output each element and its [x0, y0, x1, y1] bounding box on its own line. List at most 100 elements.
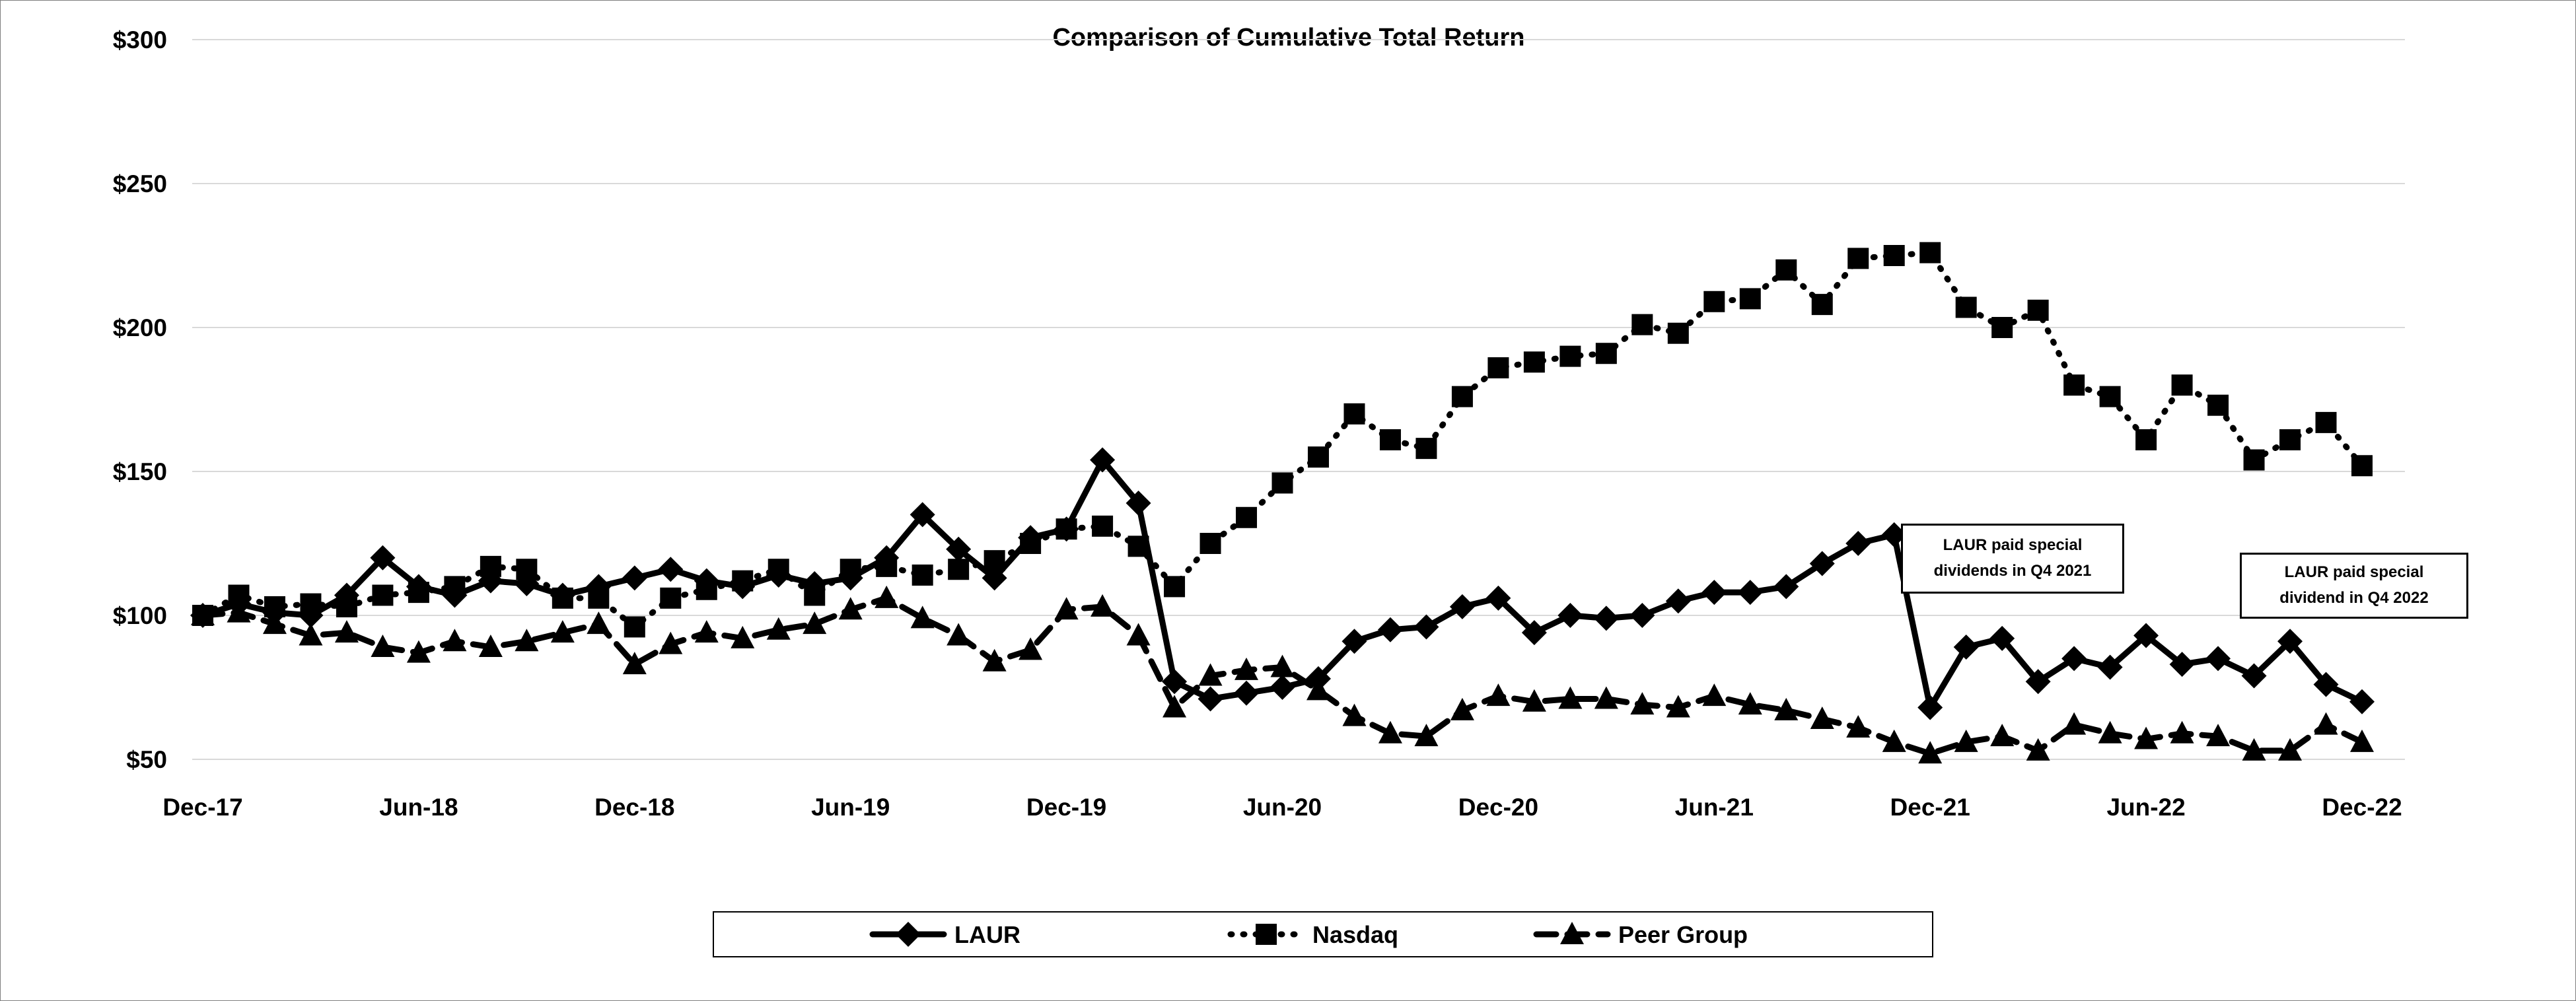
diamond-marker — [2061, 646, 2087, 672]
triangle-marker — [1810, 706, 1834, 729]
square-marker — [1775, 259, 1797, 281]
triangle-marker — [1270, 654, 1295, 677]
triangle-marker — [1450, 697, 1474, 720]
square-marker — [1271, 472, 1293, 494]
diamond-marker — [1342, 629, 1367, 654]
triangle-marker — [1738, 692, 1762, 715]
triangle-marker — [2206, 724, 2231, 747]
diamond-marker — [1917, 695, 1943, 720]
annotation-line: dividend in Q4 2022 — [2279, 589, 2429, 607]
diamond-marker — [896, 922, 921, 947]
triangle-marker — [2134, 726, 2159, 749]
diamond-marker — [1198, 686, 1223, 712]
diamond-marker — [2313, 672, 2339, 697]
x-axis-tick-label: Dec-17 — [162, 794, 242, 821]
triangle-marker — [1558, 686, 1583, 709]
triangle-marker — [1198, 663, 1223, 686]
diamond-marker — [2277, 629, 2303, 654]
x-axis-tick-label: Jun-20 — [1243, 794, 1322, 821]
diamond-marker — [2241, 663, 2267, 689]
square-marker — [660, 587, 682, 609]
diamond-marker — [1162, 669, 1188, 695]
square-marker — [552, 587, 573, 609]
square-marker — [984, 550, 1005, 572]
diamond-marker — [1090, 447, 1116, 473]
triangle-marker — [1486, 683, 1511, 707]
triangle-marker — [334, 620, 359, 643]
diamond-marker — [1845, 531, 1871, 556]
diamond-marker — [1809, 551, 1835, 576]
legend-label: Nasdaq — [1312, 921, 1398, 948]
legend-item-laur: LAUR — [869, 921, 1020, 948]
square-marker — [1523, 351, 1545, 373]
square-marker — [588, 587, 610, 609]
triangle-marker — [550, 620, 575, 643]
square-marker — [1703, 291, 1725, 312]
square-marker — [732, 570, 754, 592]
diamond-marker — [2133, 623, 2159, 648]
square-marker — [1883, 245, 1905, 266]
x-axis-tick-label: Jun-19 — [811, 794, 890, 821]
triangle-marker — [2350, 729, 2374, 752]
x-axis-tick-label: Dec-20 — [1458, 794, 1538, 821]
triangle-marker — [1414, 724, 1439, 747]
diamond-marker — [1413, 614, 1439, 640]
square-marker — [2315, 411, 2337, 433]
diamond-marker — [2349, 689, 2375, 714]
triangle-marker — [2170, 720, 2194, 743]
square-marker — [1164, 576, 1186, 598]
square-marker — [1559, 345, 1581, 367]
diamond-marker — [622, 565, 647, 591]
triangle-marker — [1342, 703, 1367, 726]
legend-item-peer-group: Peer Group — [1533, 921, 1748, 948]
triangle-marker — [1630, 692, 1655, 715]
square-marker — [840, 559, 861, 580]
triangle-marker — [1019, 637, 1043, 660]
diamond-marker — [1449, 594, 1475, 619]
triangle-marker — [838, 597, 863, 620]
diamond-marker — [1701, 580, 1727, 605]
diamond-marker — [658, 557, 684, 582]
diamond-marker — [1557, 603, 1583, 628]
triangle-marker — [910, 605, 935, 629]
square-marker — [1991, 317, 2013, 338]
diamond-marker — [2097, 654, 2123, 680]
square-marker — [624, 616, 645, 638]
square-marker — [1256, 924, 1277, 945]
annotation-q4-2021: LAUR paid special dividends in Q4 2021 — [1901, 524, 2124, 594]
y-axis-tick-label: $150 — [113, 458, 167, 485]
triangle-marker — [1054, 597, 1079, 620]
triangle-marker — [1378, 720, 1402, 743]
y-axis-labels: $300 $250 $200 $150 $100 $50 — [113, 26, 167, 773]
square-marker — [1343, 403, 1365, 425]
square-marker — [2351, 455, 2373, 477]
square-marker — [2243, 449, 2265, 471]
series-peer-group — [191, 585, 2374, 764]
x-axis-tick-label: Dec-18 — [594, 794, 674, 821]
diamond-marker — [1270, 675, 1295, 700]
gridlines — [192, 39, 2405, 760]
square-marker — [1127, 535, 1149, 557]
annotation-line: dividends in Q4 2021 — [1933, 562, 2092, 580]
diamond-marker — [1377, 617, 1403, 642]
diamond-marker — [1737, 580, 1763, 605]
square-marker — [372, 584, 394, 606]
legend-label: LAUR — [954, 921, 1020, 948]
triangle-marker — [1702, 683, 1727, 707]
triangle-marker — [731, 625, 755, 648]
square-marker — [2135, 429, 2157, 451]
legend-item-nasdaq: Nasdaq — [1227, 921, 1398, 948]
triangle-marker — [1882, 729, 1906, 752]
triangle-marker — [1594, 686, 1618, 709]
square-marker — [444, 576, 466, 598]
x-axis-tick-label: Dec-21 — [1890, 794, 1970, 821]
square-marker — [408, 582, 429, 604]
square-marker — [1811, 294, 1833, 316]
diamond-marker — [1126, 490, 1151, 516]
square-marker — [2171, 374, 2193, 396]
square-marker — [2279, 429, 2301, 451]
y-axis-tick-label: $50 — [126, 746, 167, 773]
square-marker — [1955, 296, 1977, 318]
